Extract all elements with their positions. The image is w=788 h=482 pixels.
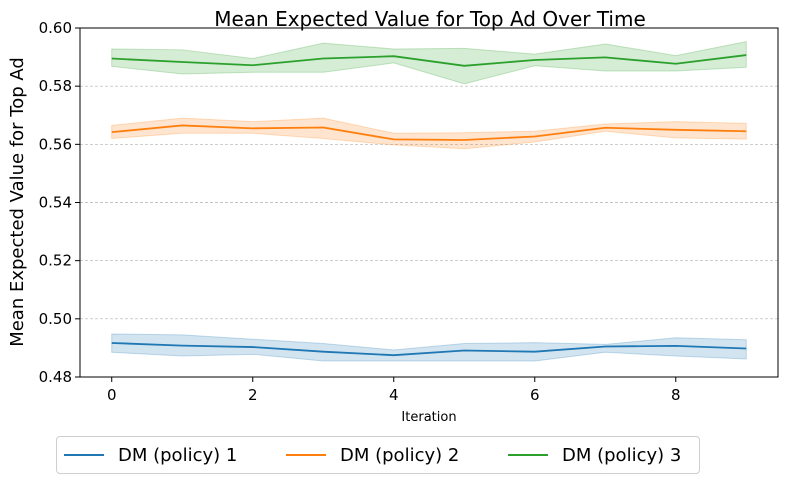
x-tick-label: 0	[107, 386, 117, 404]
confidence-band-3	[111, 41, 747, 85]
confidence-band-2	[111, 117, 747, 150]
legend-label: DM (policy) 1	[118, 444, 238, 466]
chart-title: Mean Expected Value for Top Ad Over Time	[214, 7, 646, 31]
x-tick-label: 4	[389, 386, 399, 404]
y-tick-label: 0.50	[39, 310, 72, 328]
y-tick-label: 0.48	[39, 368, 72, 386]
legend-swatch	[286, 454, 326, 456]
legend: DM (policy) 1 DM (policy) 2 DM (policy) 3	[56, 436, 700, 474]
y-tick-label: 0.52	[39, 252, 72, 270]
y-tick-label: 0.54	[39, 194, 72, 212]
confidence-bands	[111, 41, 747, 362]
legend-swatch	[64, 454, 104, 456]
x-tick-label: 8	[671, 386, 681, 404]
series-line-3	[111, 54, 747, 67]
y-tick-label: 0.58	[39, 77, 72, 95]
confidence-band-1	[111, 333, 747, 362]
series-line-1	[111, 342, 747, 357]
y-tick-label: 0.56	[39, 135, 72, 153]
x-axis-label: Iteration	[401, 410, 456, 425]
y-axis-label: Mean Expected Value for Top Ad	[7, 57, 28, 347]
legend-item-2: DM (policy) 2	[286, 437, 459, 473]
series-line-2	[111, 124, 747, 141]
plot-frame	[79, 27, 779, 378]
axis-ticks: 0 2 4 6 8 0.48 0.50 0.52 0.54 0.56 0.58 0.60	[39, 19, 681, 404]
legend-label: DM (policy) 3	[562, 444, 682, 466]
x-tick-label: 2	[248, 386, 258, 404]
legend-item-3: DM (policy) 3	[508, 437, 681, 473]
x-tick-label: 6	[530, 386, 540, 404]
legend-swatch	[508, 454, 548, 456]
series-lines	[111, 54, 747, 357]
legend-label: DM (policy) 2	[340, 444, 460, 466]
grid-lines	[80, 85, 778, 320]
legend-item-1: DM (policy) 1	[64, 437, 237, 473]
y-tick-label: 0.60	[39, 19, 72, 37]
